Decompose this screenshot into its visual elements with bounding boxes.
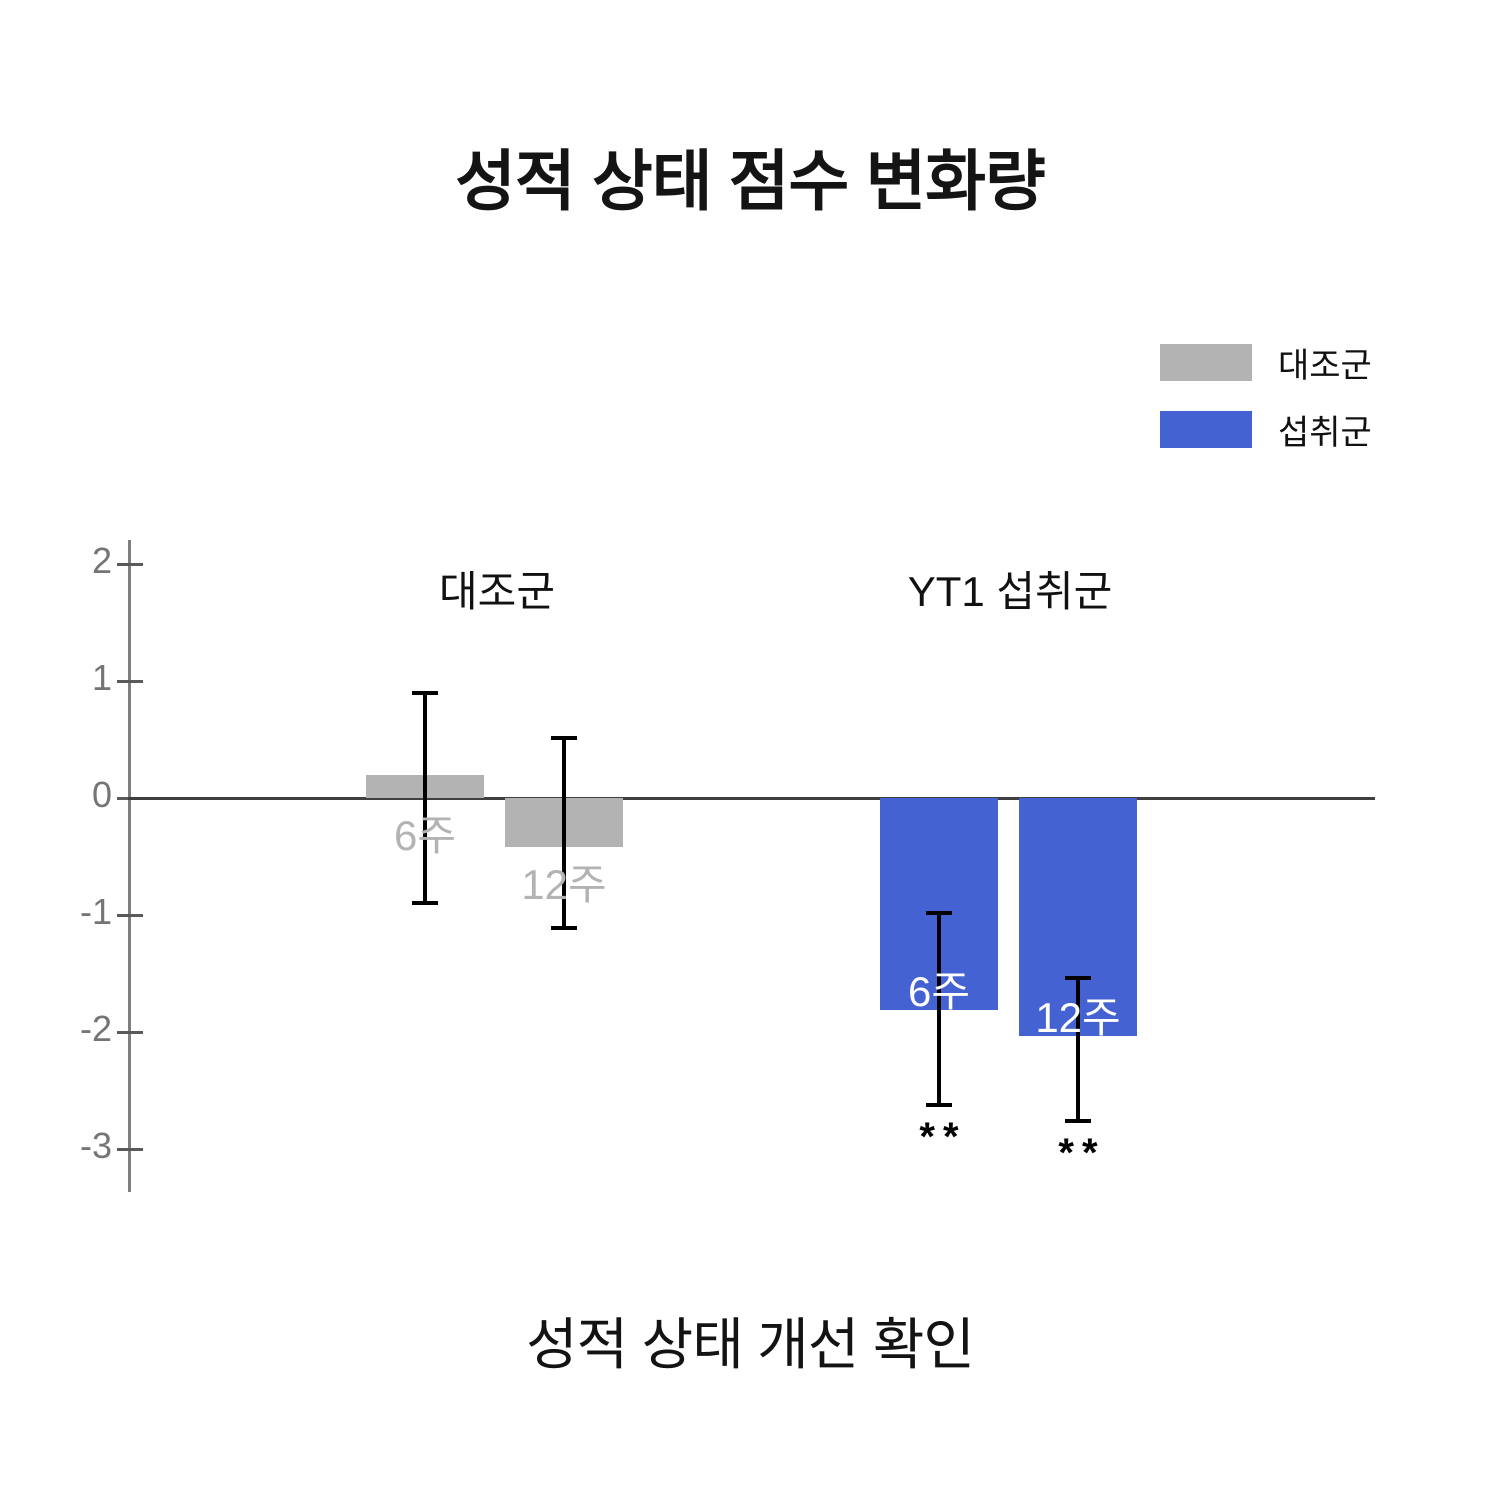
bar-label: 12주 [521, 861, 607, 909]
bar-label: 6주 [394, 812, 456, 859]
legend-swatch-intake [1160, 411, 1252, 448]
error-bar-cap-bottom [412, 901, 438, 906]
y-tick [116, 562, 143, 566]
error-bar-line [937, 912, 941, 1105]
error-bar-cap-bottom [1065, 1118, 1091, 1123]
error-bar-cap-top [926, 910, 952, 915]
y-tick-label: 2 [91, 540, 112, 581]
error-bar-cap-top [551, 736, 577, 741]
error-bar-cap-bottom [551, 925, 577, 930]
y-tick [116, 1030, 143, 1034]
y-tick-label: -2 [79, 1008, 112, 1049]
significance-marker: ** [919, 1114, 967, 1159]
chart-title: 성적 상태 점수 변화량 [455, 144, 1046, 218]
chart-caption: 성적 상태 개선 확인 [526, 1313, 975, 1376]
legend-swatch-control [1160, 344, 1252, 381]
error-bar-cap-bottom [926, 1102, 952, 1107]
y-tick-label: 0 [91, 774, 112, 815]
y-axis-line [128, 540, 131, 1192]
error-bar-line [562, 738, 566, 928]
legend-label-intake: 섭취군 [1278, 414, 1372, 452]
legend-item-intake: 섭취군 [1160, 405, 1372, 454]
y-tick-label: -3 [79, 1125, 112, 1166]
legend-label-control: 대조군 [1278, 347, 1372, 385]
y-tick-label: -1 [79, 891, 112, 932]
group-label-control: 대조군 [439, 568, 555, 615]
legend-item-control: 대조군 [1160, 338, 1372, 387]
zero-line [128, 796, 1375, 800]
significance-marker: ** [1058, 1130, 1106, 1175]
error-bar-line [423, 692, 427, 904]
error-bar-cap-top [1065, 976, 1091, 981]
y-tick-label: 1 [91, 657, 112, 698]
bar-label: 6주 [908, 967, 970, 1015]
group-label-intake: YT1 섭취군 [907, 568, 1113, 615]
bar-label: 12주 [1035, 993, 1121, 1041]
y-tick [116, 679, 143, 683]
error-bar-cap-top [412, 690, 438, 695]
error-bar-line [1076, 978, 1080, 1121]
y-tick [116, 913, 143, 917]
legend: 대조군 섭취군 [1160, 338, 1372, 472]
y-tick [116, 1147, 143, 1151]
